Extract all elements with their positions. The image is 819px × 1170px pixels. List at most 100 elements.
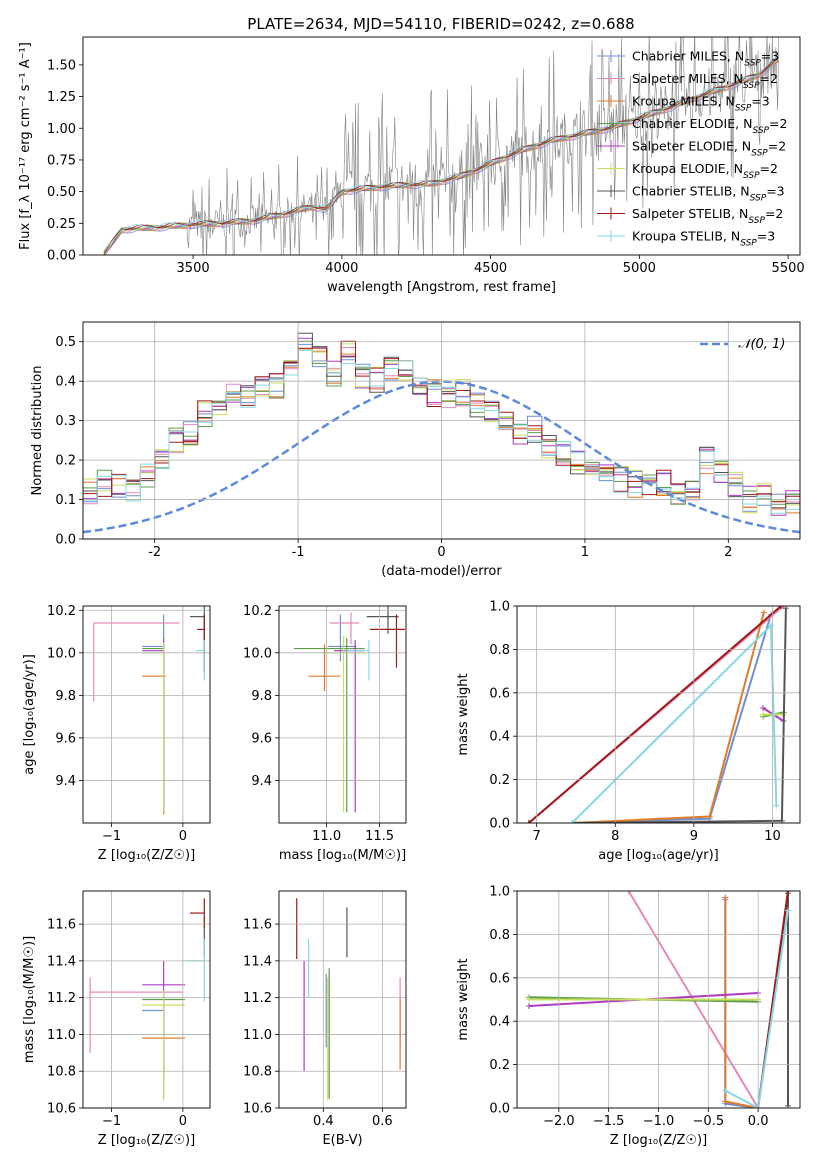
- point-marker: [625, 891, 632, 894]
- legend-entry: Chabrier ELODIE, NSSP=2: [632, 116, 787, 136]
- hist-c_miles: [83, 343, 800, 512]
- model-s_elodie: [104, 60, 779, 255]
- x-tick-label: 10: [764, 829, 781, 844]
- axes-spectrum: 3500 4000 4500 5000 5500 0.00 0.25 0.50 0.75 1.00…: [18, 36, 805, 295]
- errorbar-k_elodie: [322, 635, 365, 813]
- x-tick-label: 0.4: [313, 1114, 334, 1129]
- model-k_elodie: [104, 58, 779, 255]
- errorbar-c_elodie: [293, 637, 365, 813]
- y-tick-label: 1.00: [47, 122, 76, 137]
- y-tick-label: 0.8: [489, 928, 510, 943]
- x-tick-label: 2: [724, 545, 732, 560]
- plot-area-mass_vs_Z: [89, 898, 205, 1101]
- x-axis-label: Z [log₁₀(Z/Z☉)]: [98, 1133, 195, 1148]
- x-tick-label: 8: [611, 829, 619, 844]
- legend-entry: Salpeter ELODIE, NSSP=2: [632, 139, 786, 159]
- x-tick-label: 5000: [623, 261, 656, 276]
- y-tick-label: 9.6: [55, 731, 76, 746]
- series-s_stelib: [528, 606, 782, 823]
- x-tick-label: −1.5: [593, 1114, 625, 1129]
- x-tick-label: -2: [148, 545, 161, 560]
- y-axis-label: mass weight: [456, 673, 471, 755]
- y-tick-label: 0.5: [55, 335, 76, 350]
- y-tick-label: 0.2: [489, 1058, 510, 1073]
- x-tick-label: 11.0: [312, 829, 341, 844]
- axes-frame: [278, 890, 407, 1109]
- x-tick-label: 1: [581, 545, 589, 560]
- y-tick-label: 0.0: [55, 533, 76, 548]
- plot-area-residuals: [83, 332, 800, 534]
- hist-k_miles: [83, 349, 800, 514]
- y-tick-label: 11.4: [243, 954, 272, 969]
- plot-area-spectrum: [103, 37, 779, 255]
- plot-area-mass_weight_vs_Z: [525, 891, 792, 1108]
- y-tick-label: 11.6: [243, 918, 272, 933]
- x-axis-label: E(B-V): [322, 1133, 362, 1148]
- legend-entry: Chabrier STELIB, NSSP=3: [632, 184, 785, 204]
- series-k_miles: [571, 612, 765, 823]
- x-tick-label: -1: [292, 545, 305, 560]
- y-tick-label: 0.00: [47, 249, 76, 264]
- axes-residuals: -2 -1 0 1 2 0.0 0.1 0.2 0.3 0.4 0.5 (data-model)/er…: [30, 321, 801, 579]
- errorbar-s_elodie: [334, 640, 364, 813]
- point-marker: [760, 704, 767, 711]
- y-tick-label: 11.0: [243, 1028, 272, 1043]
- x-tick-label: 4000: [325, 261, 358, 276]
- x-axis-label: (data-model)/error: [381, 564, 502, 579]
- axes-frame: [82, 605, 211, 824]
- model-k_stelib: [103, 56, 779, 252]
- legend-entry: Chabrier MILES, NSSP=3: [632, 49, 779, 69]
- y-axis-label: Flux [f_λ 10⁻¹⁷ erg cm⁻² s⁻¹ A⁻¹]: [18, 42, 33, 250]
- y-tick-label: 0.4: [489, 730, 510, 745]
- x-tick-label: −1.0: [643, 1114, 675, 1129]
- y-tick-label: 10.8: [47, 1065, 76, 1080]
- x-axis-label: wavelength [Angstrom, rest frame]: [327, 280, 556, 295]
- axes-mass_weight_vs_age: 7 8 9 10 0.0 0.2 0.4 0.6 0.8 1.0 age [log₁₀(age/yr…: [456, 600, 801, 863]
- y-tick-label: 0.0: [489, 817, 510, 832]
- hist-k_elodie: [83, 343, 800, 514]
- errorbar-s_stelib: [370, 614, 405, 668]
- plot-area-age_vs_mass: [293, 606, 405, 813]
- series-k_stelib: [724, 910, 789, 1108]
- plot-area-mass_vs_EBV: [296, 898, 401, 1101]
- y-tick-label: 10.6: [243, 1102, 272, 1117]
- series-k_miles: [724, 897, 759, 1108]
- hist-s_elodie: [83, 337, 800, 516]
- point-marker: [773, 802, 780, 809]
- errorbar-k_elodie: [142, 642, 165, 813]
- axes-mass_vs_EBV: 0.4 0.6 10.6 10.8 11.0 11.2 11.4 11.6 E(B-V): [243, 890, 407, 1148]
- errorbar-s_stelib: [197, 614, 205, 672]
- legend-entry: Kroupa STELIB, NSSP=3: [632, 229, 775, 249]
- y-tick-label: 0.4: [489, 1015, 510, 1030]
- y-tick-label: 1.50: [47, 58, 76, 73]
- x-tick-label: 0.6: [372, 1114, 393, 1129]
- point-marker: [760, 711, 767, 718]
- errorbar-k_miles: [308, 644, 341, 692]
- y-tick-label: 0.6: [489, 686, 510, 701]
- hist-c_stelib: [83, 332, 800, 513]
- axes-frame: [516, 605, 801, 824]
- legend-entry: Salpeter STELIB, NSSP=2: [632, 206, 783, 226]
- x-tick-label: −0.5: [693, 1114, 725, 1129]
- point-marker: [785, 891, 792, 894]
- errorbar-s_elodie: [142, 640, 165, 813]
- legend-normal-label: 𝒩(0, 1): [738, 337, 785, 352]
- y-tick-label: 9.6: [251, 731, 272, 746]
- y-axis-label: mass [log₁₀(M/M☉)]: [22, 936, 37, 1063]
- axes-frame: [82, 36, 801, 256]
- y-tick-label: 0.6: [489, 971, 510, 986]
- y-tick-label: 1.0: [489, 885, 510, 900]
- y-tick-label: 0.0: [489, 1102, 510, 1117]
- series-k_stelib: [571, 623, 778, 823]
- x-axis-label: age [log₁₀(age/yr)]: [598, 848, 719, 863]
- point-marker: [760, 609, 767, 616]
- y-tick-label: 9.4: [55, 774, 76, 789]
- legend-entry: Kroupa ELODIE, NSSP=2: [632, 161, 778, 181]
- model-k_miles: [103, 59, 779, 255]
- y-tick-label: 11.4: [47, 954, 76, 969]
- errorbar-k_stelib: [195, 640, 205, 681]
- x-tick-label: 11.5: [365, 829, 394, 844]
- y-tick-label: 10.6: [47, 1102, 76, 1117]
- point-marker: [778, 606, 785, 609]
